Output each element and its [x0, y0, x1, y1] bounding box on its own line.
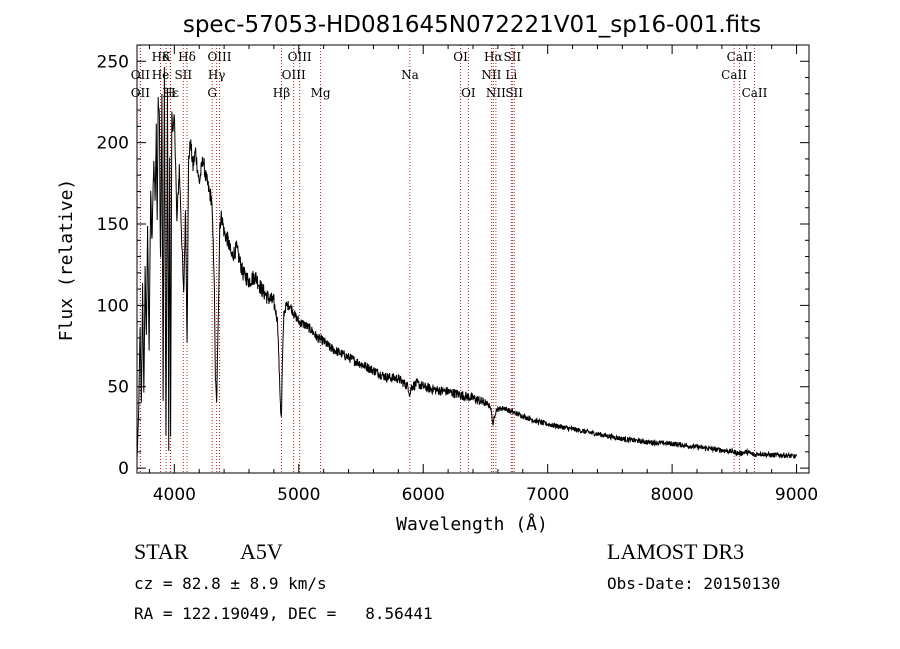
spectral-line-label: CaII — [727, 50, 753, 64]
x-axis-label: Wavelength (Å) — [396, 513, 548, 535]
axis-ticks: 4000 5000 6000 7000 8000 9000 0 50 100 150 200 250 — [97, 45, 818, 505]
object-type: STAR — [134, 539, 189, 564]
spectral-line-label: CaII — [721, 68, 747, 82]
y-tick-label: 100 — [97, 296, 129, 316]
chart-title: spec-57053-HD081645N072221V01_sp16-001.f… — [183, 12, 761, 38]
spectral-line-label: CaII — [742, 86, 768, 100]
redshift-cz: cz = 82.8 ± 8.9 km/s — [134, 574, 327, 593]
spectral-line-label: Mg — [311, 86, 331, 100]
y-tick-label: 150 — [97, 215, 129, 235]
spectral-line-label: SII — [505, 86, 523, 100]
spectral-line-label: NII — [481, 68, 501, 82]
spectral-line-label: Hβ — [273, 86, 290, 100]
spectral-line-label: OI — [461, 86, 476, 100]
spectral-line-label: Hδ — [178, 50, 196, 64]
spectral-line-label: H — [165, 86, 175, 100]
spectral-line-label: Hγ — [208, 68, 226, 82]
x-tick-label: 8000 — [650, 485, 693, 505]
spectral-line-label: He — [152, 68, 170, 82]
survey-name: LAMOST DR3 — [607, 539, 745, 564]
spectral-line-label: SII — [503, 50, 521, 64]
flux-series — [136, 66, 798, 460]
spectral-line-label: OI — [453, 50, 468, 64]
y-tick-label: 250 — [97, 52, 129, 72]
ra-dec: RA = 122.19049, DEC = 8.56441 — [134, 604, 433, 623]
x-tick-label: 4000 — [153, 485, 196, 505]
spectral-line-label: OII — [131, 86, 151, 100]
x-tick-label: 9000 — [775, 485, 818, 505]
plot-frame — [136, 44, 810, 474]
y-axis-label: Flux (relative) — [56, 179, 77, 342]
spectral-line-label: K — [162, 50, 172, 64]
flux-line — [136, 66, 798, 460]
spectral-line-label: G — [207, 86, 217, 100]
spectral-line-label: Hα — [484, 50, 503, 64]
spectral-line-label: NII — [486, 86, 506, 100]
y-tick-label: 0 — [118, 459, 129, 479]
spectral-line-label: OIII — [207, 50, 231, 64]
object-subclass: A5V — [240, 539, 283, 564]
spectral-line-label: OIII — [282, 68, 306, 82]
spectral-line-label: OIII — [288, 50, 312, 64]
spectrum-chart: spec-57053-HD081645N072221V01_sp16-001.f… — [56, 12, 818, 535]
x-tick-label: 7000 — [526, 485, 569, 505]
y-tick-label: 50 — [107, 378, 129, 398]
spectral-line-label: SII — [174, 68, 192, 82]
x-tick-label: 6000 — [402, 485, 445, 505]
observation-date: Obs-Date: 20150130 — [607, 574, 781, 593]
spectral-line-label: Li — [505, 68, 517, 82]
x-tick-label: 5000 — [277, 485, 320, 505]
y-tick-label: 200 — [97, 134, 129, 154]
spectral-line-label: Na — [401, 68, 419, 82]
